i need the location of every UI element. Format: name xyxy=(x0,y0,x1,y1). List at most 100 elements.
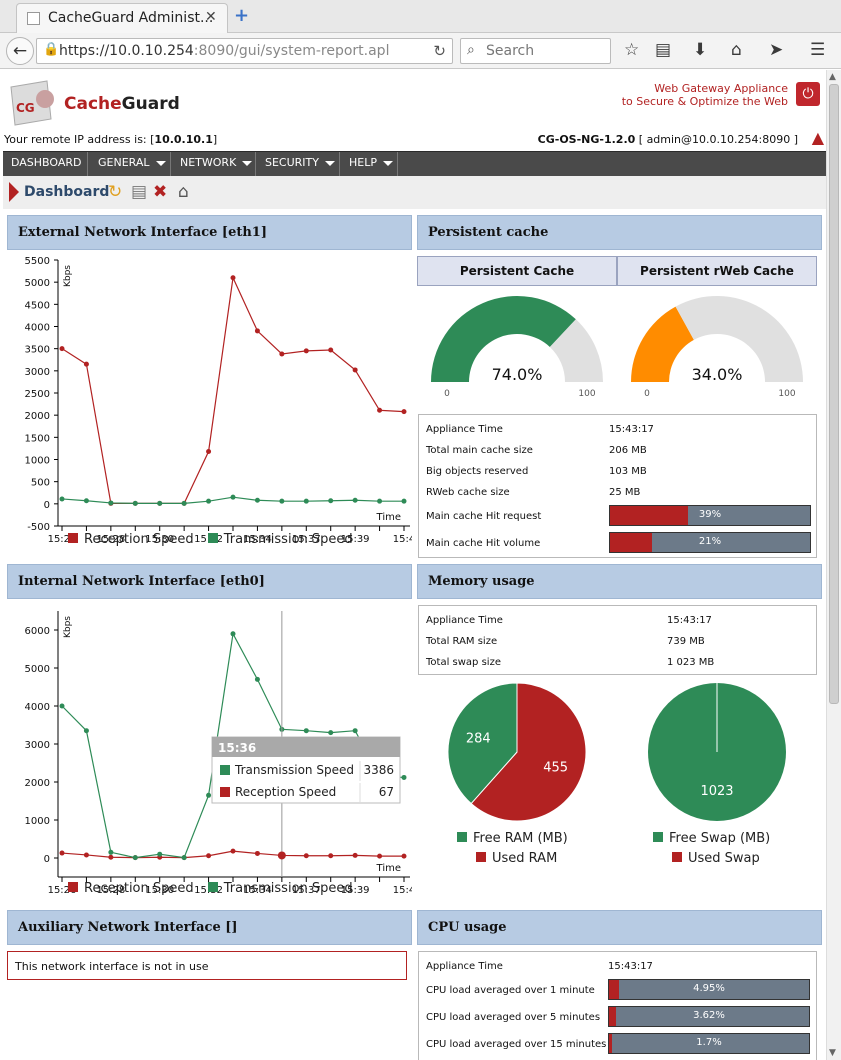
gauge-persistent-rweb-cache-value-arc xyxy=(631,306,694,382)
free-swatch xyxy=(653,832,663,842)
tab-persistent-cache[interactable]: Persistent Cache xyxy=(417,256,617,286)
tagline-2: to Secure & Optimize the Web xyxy=(621,95,788,108)
x-tick-label: 15:30 xyxy=(145,885,174,896)
chevron-down-icon xyxy=(325,160,335,166)
menu-divider xyxy=(339,152,340,177)
bookmark-star-icon[interactable]: ☆ xyxy=(624,40,640,60)
lock-icon: 🔒 xyxy=(43,42,60,57)
legend-reception[interactable]: Reception Speed xyxy=(84,881,194,896)
data-point xyxy=(254,328,260,334)
y-tick-label: 500 xyxy=(31,478,50,489)
data-point xyxy=(230,848,236,854)
back-arrow-icon[interactable]: ← xyxy=(6,37,34,65)
menu-security-label: SECURITY xyxy=(265,156,319,169)
legend-reception[interactable]: Reception Speed xyxy=(84,532,194,547)
menu-dashboard-label: DASHBOARD xyxy=(11,156,82,169)
power-icon[interactable]: ⏻ xyxy=(796,82,820,106)
menu-general[interactable]: GENERAL xyxy=(98,156,166,169)
chart-tooltip: 15:36 Transmission Speed 3386 Reception Spe… xyxy=(211,736,401,804)
new-tab-icon[interactable]: + xyxy=(234,5,250,26)
legend-transmission[interactable]: Transmission Speed xyxy=(223,532,353,547)
gauge-persistent-rweb-cache-label: 34.0% xyxy=(692,365,743,384)
scroll-down-icon[interactable]: ▼ xyxy=(829,1048,836,1058)
reading-list-icon[interactable]: ▤ xyxy=(655,40,672,60)
external-traffic-chart: -500 0 500 1000 1500 2000 2500 3000 3500 4000 4500… xyxy=(25,256,412,545)
y-tick-label: 3000 xyxy=(25,740,50,751)
x-tick-label: 15:39 xyxy=(341,885,370,896)
memory-time-label: Appliance Time xyxy=(426,615,503,626)
x-tick-label: 15:26 xyxy=(48,534,77,545)
report-icon[interactable]: ▤ xyxy=(131,182,148,202)
y-tick-label: 2500 xyxy=(25,389,50,400)
scroll-up-icon[interactable]: ▲ xyxy=(829,72,836,82)
home-icon[interactable]: ⌂ xyxy=(731,40,742,60)
home-icon[interactable]: ⌂ xyxy=(178,182,189,202)
hit-request-bar: 39% xyxy=(609,505,811,526)
menu-dashboard[interactable]: DASHBOARD xyxy=(11,156,82,169)
data-point xyxy=(254,497,260,503)
data-point xyxy=(352,367,358,373)
refresh-icon[interactable]: ↻ xyxy=(108,182,123,202)
menu-general-label: GENERAL xyxy=(98,156,150,169)
menu-hamburger-icon[interactable]: ☰ xyxy=(810,40,826,60)
y-tick-label: 1500 xyxy=(25,433,50,444)
download-icon[interactable]: ⬇ xyxy=(693,40,708,60)
browser-tab[interactable]: CacheGuard Administ... ✕ xyxy=(16,3,228,33)
collapse-up-icon[interactable]: ▲ xyxy=(811,128,824,147)
ram-free-legend[interactable]: Free RAM (MB) xyxy=(457,831,568,846)
send-icon[interactable]: ➤ xyxy=(769,40,784,60)
tools-icon[interactable]: ✖ xyxy=(153,182,168,202)
y-tick-label: 5000 xyxy=(25,278,50,289)
ram-pie-slice-label: 284 xyxy=(466,731,491,746)
y-tick-label: 4000 xyxy=(25,323,50,334)
page-scrollbar[interactable]: ▲ ▼ xyxy=(826,70,841,1060)
gauge-persistent-rweb-cache-rest-arc xyxy=(675,296,803,382)
menu-divider xyxy=(170,152,171,177)
legend-transmission[interactable]: Transmission Speed xyxy=(223,881,353,896)
cpu-time-value: 15:43:17 xyxy=(608,961,653,972)
data-point xyxy=(108,500,114,506)
swap-free-legend[interactable]: Free Swap (MB) xyxy=(653,831,770,846)
reload-icon[interactable]: ↻ xyxy=(433,42,446,60)
tagline-1: Web Gateway Appliance xyxy=(654,82,788,95)
os-version: CG-OS-NG-1.2.0 xyxy=(537,133,636,146)
x-tick-label: 15:37 xyxy=(292,885,321,896)
cache-gauges: 74.0% 0 100 34.0% 0 100 xyxy=(431,296,803,399)
close-tab-icon[interactable]: ✕ xyxy=(205,9,217,25)
data-point xyxy=(59,496,65,502)
data-point xyxy=(83,728,89,734)
swap-used-legend[interactable]: Used Swap xyxy=(672,851,760,866)
cpu-5min-bar: 3.62% xyxy=(608,1006,810,1027)
ram-free-legend-label: Free RAM (MB) xyxy=(473,831,568,846)
data-point xyxy=(303,853,309,859)
gauge-persistent-cache-label: 74.0% xyxy=(492,365,543,384)
cache-stats-box: Appliance Time 15:43:17 Total main cache… xyxy=(418,414,817,558)
main-cache-size-label: Total main cache size xyxy=(426,445,533,456)
gauge-persistent-cache-min: 0 xyxy=(444,389,450,399)
scrollbar-thumb[interactable] xyxy=(829,84,839,704)
menu-security[interactable]: SECURITY xyxy=(265,156,335,169)
page-content: CG CacheGuard Web Gateway Appliance to S… xyxy=(0,70,826,1060)
search-field[interactable]: ⌕ Search xyxy=(460,38,611,64)
ram-used-legend[interactable]: Used RAM xyxy=(476,851,557,866)
url-bar[interactable]: 🔒 https://10.0.10.254:8090/gui/system-re… xyxy=(36,38,453,64)
browser-nav-bar: ← 🔒 https://10.0.10.254:8090/gui/system-… xyxy=(0,33,841,69)
url-host: https://10.0.10.254 xyxy=(59,43,194,59)
page-favicon-icon xyxy=(27,12,40,25)
gauge-persistent-rweb-cache-max: 100 xyxy=(778,389,795,399)
cpu-1min-bar: 4.95% xyxy=(608,979,810,1000)
data-point xyxy=(401,409,407,415)
menu-network-label: NETWORK xyxy=(180,156,237,169)
tooltip-title: 15:36 xyxy=(218,741,256,755)
menu-network[interactable]: NETWORK xyxy=(180,156,253,169)
url-path: :8090/gui/system-report.apl xyxy=(193,43,390,59)
tab-persistent-rweb-cache[interactable]: Persistent rWeb Cache xyxy=(617,256,817,286)
y-axis-label: Kbps xyxy=(63,265,73,287)
remote-ip-value: 10.0.10.1 xyxy=(154,133,213,146)
y-tick-label: 2000 xyxy=(25,411,50,422)
reception-swatch xyxy=(68,882,78,892)
memory-header: Memory usage xyxy=(417,564,822,599)
gauge-persistent-cache-max: 100 xyxy=(578,389,595,399)
brand-lead: Cache xyxy=(64,94,122,114)
menu-help[interactable]: HELP xyxy=(349,156,393,169)
